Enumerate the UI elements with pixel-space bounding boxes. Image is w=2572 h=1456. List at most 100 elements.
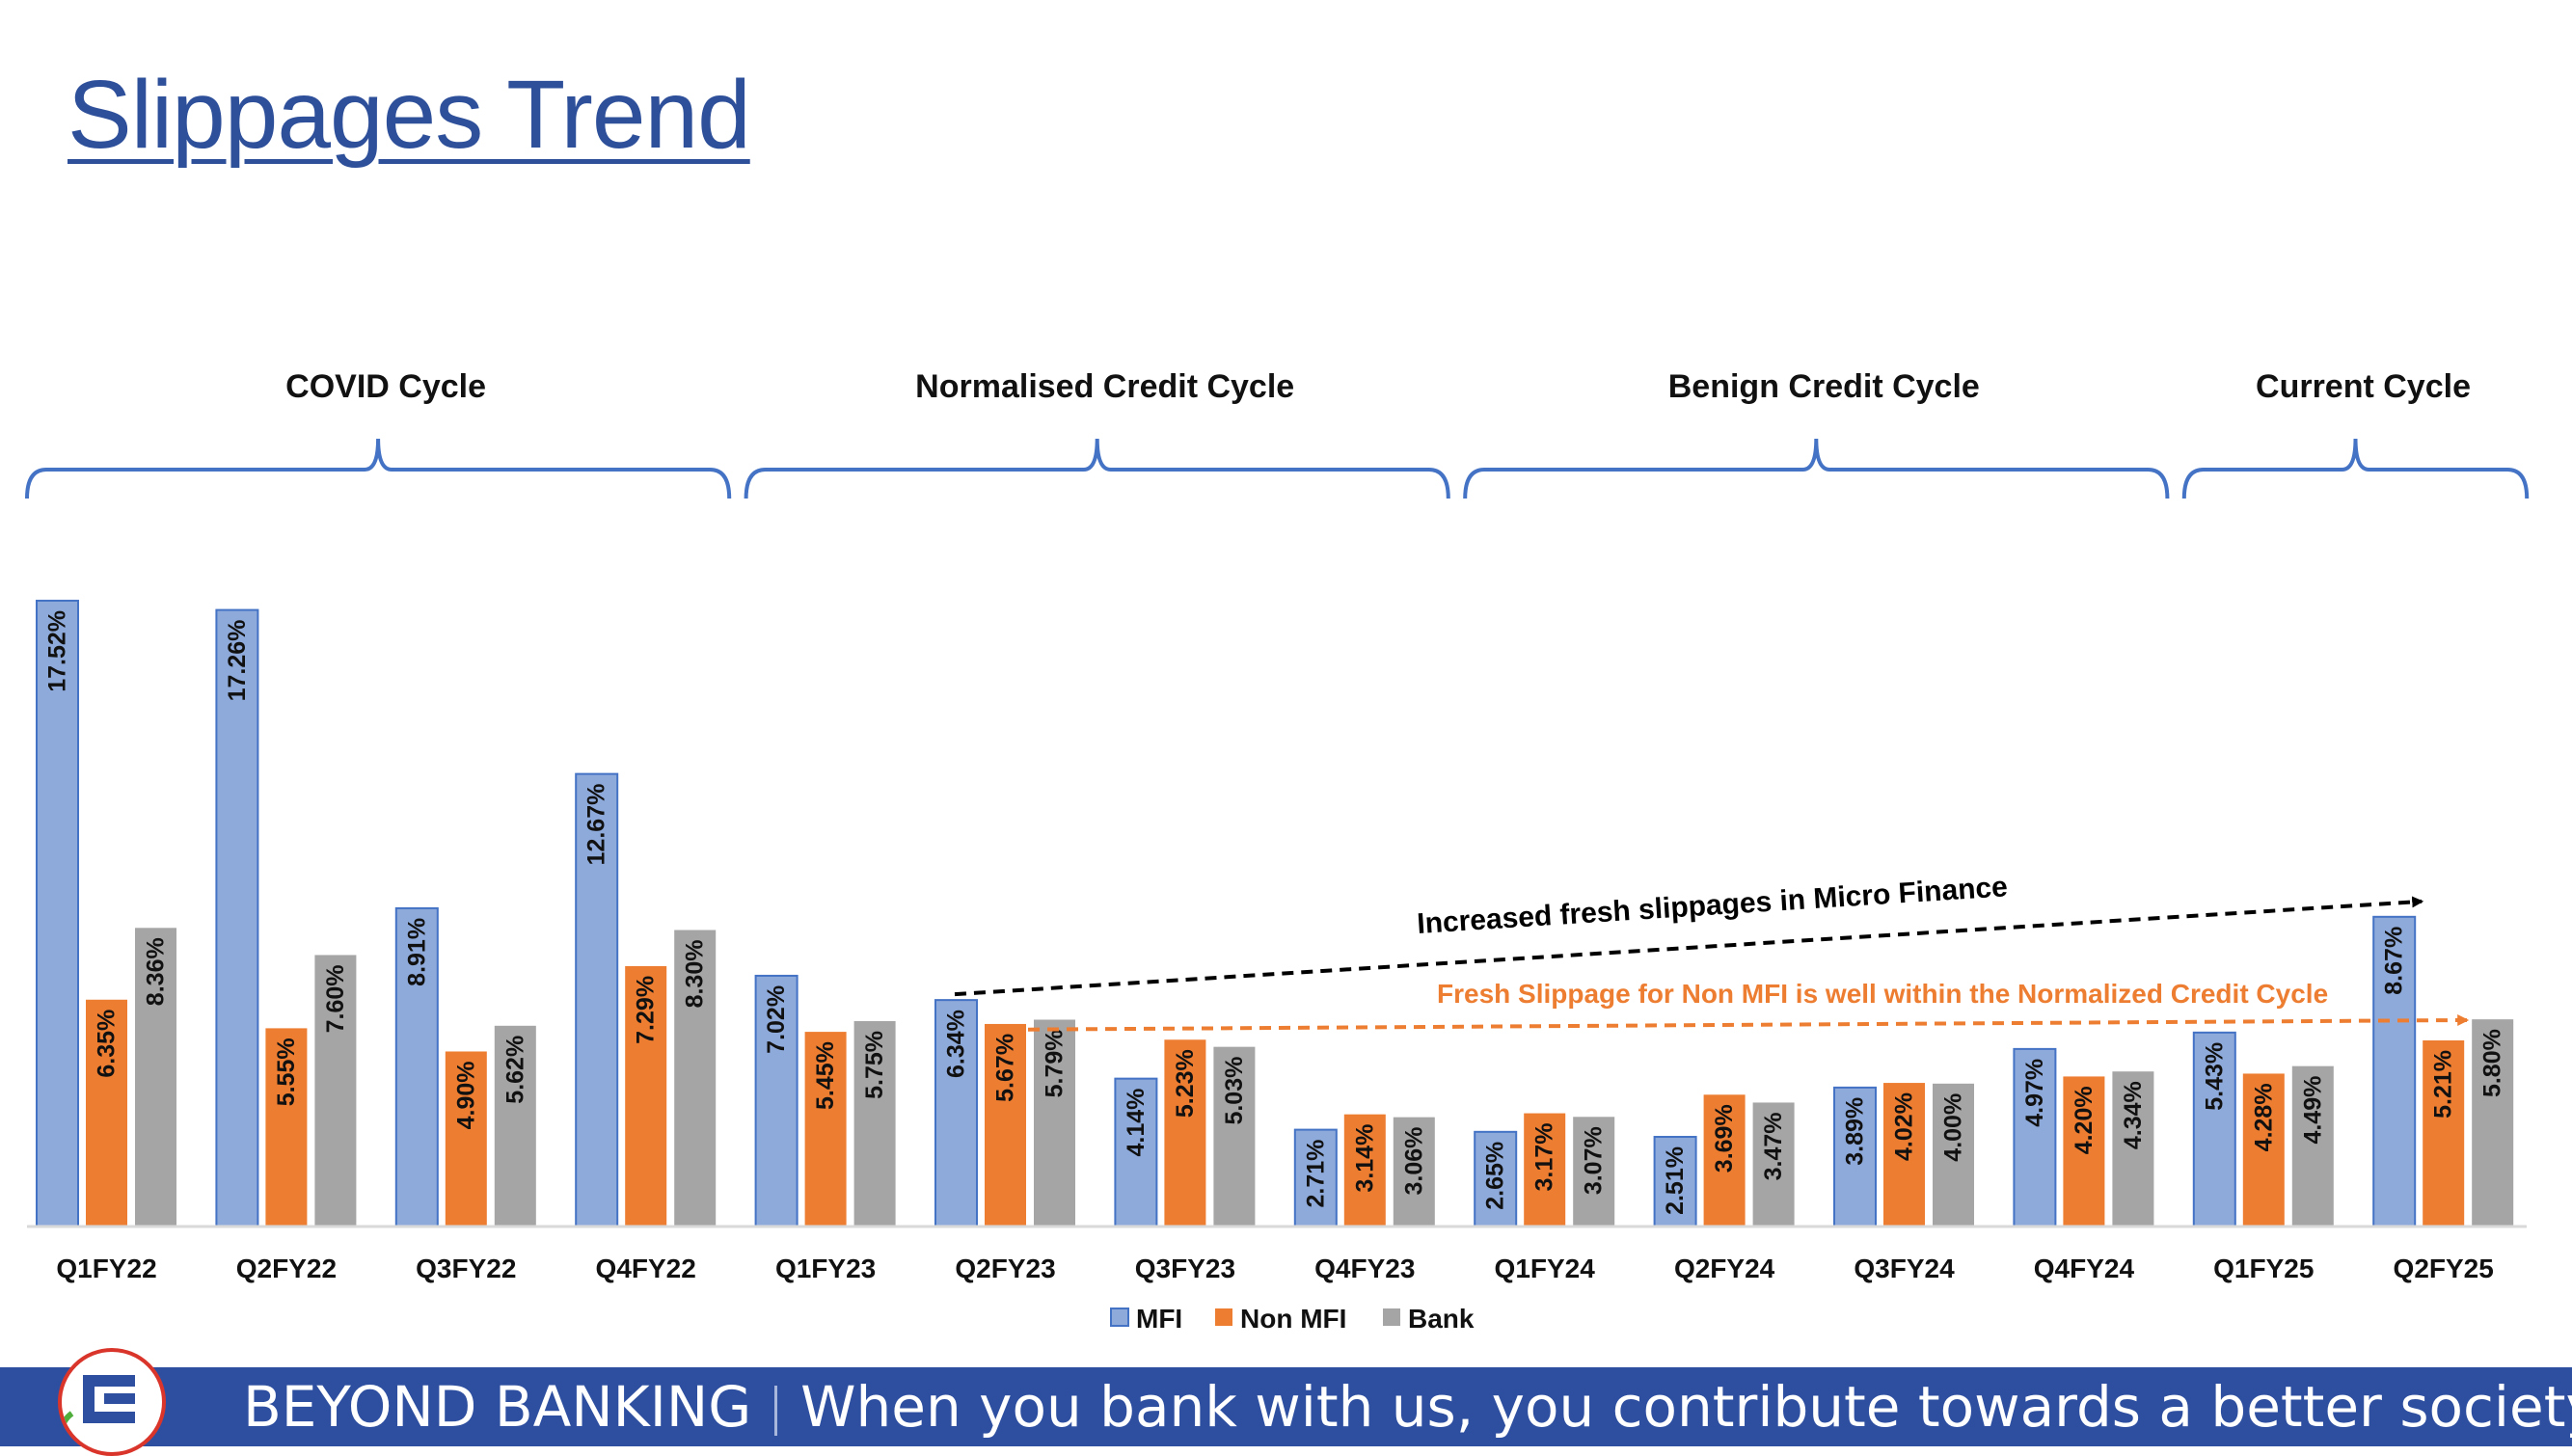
bar-bank-q1fy25: [2291, 1065, 2334, 1227]
x-tick-q1fy24: Q1FY24: [1495, 1254, 1596, 1283]
bar-non-mfi-q4fy24: [2063, 1076, 2105, 1227]
mfi-trend-arrow: [954, 896, 2424, 997]
label-bank-q4fy23: 3.06%: [1400, 1127, 1427, 1196]
label-mfi-q4fy22: 12.67%: [583, 784, 610, 866]
bar-non-mfi-q2fy25: [2423, 1039, 2465, 1227]
bar-non-mfi-q2fy24: [1703, 1094, 1746, 1227]
legend: MFI Non MFI Bank: [1110, 1304, 1475, 1334]
bar-bank-q1fy22: [135, 928, 176, 1227]
bar-non-mfi-q3fy23: [1164, 1039, 1206, 1227]
bar-non-mfi-q1fy23: [804, 1032, 847, 1227]
bar-bank-q3fy22: [494, 1025, 536, 1227]
mfi-trend-annotation: Increased fresh slippages in Micro Finan…: [1416, 871, 2008, 940]
x-tick-q2fy23: Q2FY23: [955, 1254, 1055, 1283]
label-mfi-q2fy24: 2.51%: [1662, 1146, 1689, 1215]
bar-non-mfi-q4fy22: [625, 965, 667, 1227]
label-non-mfi-q1fy23: 5.45%: [812, 1041, 839, 1110]
bar-bank-q1fy24: [1573, 1117, 1615, 1227]
legend-label-bank: Bank: [1408, 1304, 1475, 1334]
label-bank-q3fy24: 4.00%: [1940, 1093, 1967, 1162]
label-non-mfi-q2fy24: 3.69%: [1711, 1104, 1738, 1173]
logo-mark-icon: [83, 1375, 135, 1423]
label-non-mfi-q2fy25: 5.21%: [2430, 1050, 2457, 1119]
label-bank-q4fy22: 8.30%: [682, 940, 709, 1009]
label-mfi-q2fy22: 17.26%: [224, 620, 251, 702]
bracket-normalised-credit-cycle: [744, 438, 1450, 499]
bar-mfi-q4fy23: [1293, 1128, 1338, 1227]
label-mfi-q2fy23: 6.34%: [943, 1010, 970, 1078]
bracket-benign-credit-cycle: [1463, 438, 2170, 499]
bar-non-mfi-q1fy25: [2242, 1073, 2285, 1227]
x-tick-q1fy22: Q1FY22: [56, 1254, 156, 1283]
label-bank-q4fy24: 4.34%: [2120, 1081, 2147, 1149]
bar-mfi-q1fy25: [2192, 1031, 2236, 1227]
legend-label-mfi: MFI: [1136, 1304, 1182, 1334]
bar-mfi-q1fy24: [1474, 1130, 1518, 1228]
legend-swatch-non-mfi: [1215, 1308, 1232, 1326]
bracket-current-cycle: [2181, 438, 2530, 499]
label-bank-q1fy22: 8.36%: [143, 937, 170, 1006]
cycle-label-covid-cycle: COVID Cycle: [285, 368, 486, 405]
label-bank-q1fy24: 3.07%: [1581, 1126, 1608, 1195]
bar-non-mfi-q4fy23: [1343, 1114, 1386, 1227]
bar-bank-q2fy23: [1034, 1019, 1075, 1227]
bar-bank-q1fy23: [853, 1020, 896, 1227]
bar-non-mfi-q2fy22: [265, 1028, 308, 1227]
cycle-label-benign-credit-cycle: Benign Credit Cycle: [1668, 368, 1980, 405]
x-tick-q2fy25: Q2FY25: [2394, 1254, 2494, 1283]
bank-logo: [58, 1348, 166, 1456]
footer-banner: [0, 1367, 2572, 1446]
bar-mfi-q2fy22: [215, 608, 259, 1227]
cycle-brackets: COVID Cycle Normalised Credit Cycle Benign…: [25, 368, 2530, 499]
bar-bank-q4fy24: [2112, 1071, 2154, 1227]
footer-tagline: When you bank with us, you contribute to…: [800, 1374, 2572, 1440]
label-bank-q2fy25: 5.80%: [2479, 1029, 2506, 1097]
footer-brand: BEYOND BANKING: [243, 1374, 752, 1440]
label-non-mfi-q4fy22: 7.29%: [633, 976, 660, 1044]
label-mfi-q1fy25: 5.43%: [2201, 1042, 2228, 1111]
bar-bank-q3fy23: [1213, 1046, 1256, 1227]
annotations: Increased fresh slippages in Micro Finan…: [954, 871, 2470, 1032]
footer-separator: [774, 1385, 778, 1436]
label-non-mfi-q2fy22: 5.55%: [273, 1038, 300, 1106]
label-non-mfi-q3fy22: 4.90%: [452, 1061, 479, 1129]
cycle-label-normalised-credit-cycle: Normalised Credit Cycle: [915, 368, 1294, 405]
label-bank-q2fy24: 3.47%: [1760, 1112, 1787, 1180]
label-bank-q3fy23: 5.03%: [1221, 1057, 1248, 1125]
footer-text: BEYOND BANKING When you bank with us, you…: [243, 1373, 2572, 1441]
x-tick-q1fy23: Q1FY23: [775, 1254, 876, 1283]
slippages-chart: COVID Cycle Normalised Credit Cycle Benign…: [25, 368, 2530, 1334]
bar-bank-q2fy22: [314, 955, 357, 1227]
x-tick-q2fy24: Q2FY24: [1674, 1254, 1775, 1283]
label-non-mfi-q2fy23: 5.67%: [992, 1034, 1019, 1102]
bar-mfi-q2fy25: [2372, 915, 2417, 1227]
label-bank-q2fy23: 5.79%: [1042, 1030, 1069, 1098]
x-tick-q4fy24: Q4FY24: [2034, 1254, 2135, 1283]
label-non-mfi-q4fy24: 4.20%: [2071, 1086, 2098, 1154]
label-mfi-q1fy24: 2.65%: [1482, 1142, 1509, 1210]
bar-mfi-q3fy22: [394, 906, 439, 1227]
label-mfi-q1fy22: 17.52%: [44, 610, 71, 692]
label-non-mfi-q3fy23: 5.23%: [1172, 1049, 1199, 1118]
bar-bank-q4fy22: [674, 930, 717, 1227]
label-non-mfi-q1fy22: 6.35%: [94, 1010, 121, 1078]
bar-bank-q4fy23: [1393, 1117, 1435, 1227]
page-title: Slippages Trend: [68, 61, 751, 169]
bar-non-mfi-q1fy24: [1524, 1113, 1566, 1227]
bar-bank-q2fy25: [2472, 1019, 2514, 1227]
label-non-mfi-q1fy24: 3.17%: [1531, 1123, 1558, 1192]
label-bank-q1fy23: 5.75%: [861, 1031, 888, 1099]
x-tick-labels: Q1FY22 Q2FY22 Q3FY22 Q4FY22 Q1FY23 Q2FY23 Q3FY…: [56, 1254, 2493, 1283]
label-mfi-q4fy24: 4.97%: [2021, 1059, 2048, 1127]
bar-non-mfi-q3fy22: [445, 1051, 487, 1227]
label-non-mfi-q3fy24: 4.02%: [1891, 1092, 1918, 1161]
bar-mfi-q1fy22: [36, 599, 79, 1227]
x-tick-q4fy23: Q4FY23: [1314, 1254, 1415, 1283]
bar-bank-q3fy24: [1933, 1083, 1974, 1227]
cycle-label-current-cycle: Current Cycle: [2256, 368, 2471, 405]
bar-non-mfi-q1fy22: [86, 999, 127, 1227]
bracket-covid-cycle: [25, 438, 732, 499]
label-mfi-q1fy23: 7.02%: [763, 985, 790, 1054]
label-mfi-q3fy24: 3.89%: [1842, 1097, 1869, 1166]
label-bank-q3fy22: 5.62%: [501, 1036, 528, 1104]
